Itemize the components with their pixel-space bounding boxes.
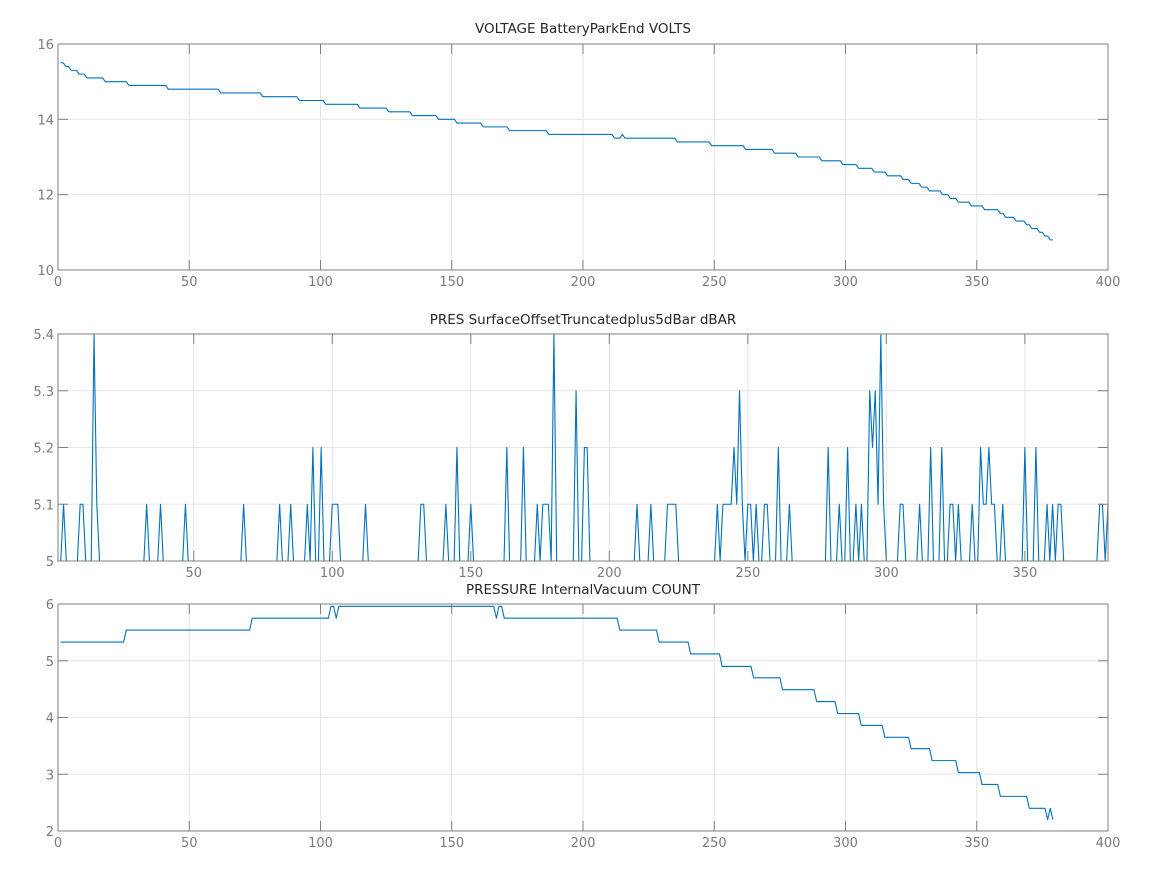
y-tick-label: 6 <box>46 598 54 613</box>
y-tick-label: 4 <box>46 712 54 727</box>
x-tick-label: 0 <box>54 836 62 851</box>
x-tick-label: 50 <box>181 275 198 290</box>
y-tick-label: 5 <box>46 555 54 570</box>
x-tick-label: 150 <box>439 275 464 290</box>
x-tick-label: 0 <box>54 275 62 290</box>
y-tick-label: 16 <box>37 38 54 53</box>
x-tick-label: 300 <box>874 566 899 581</box>
y-tick-label: 10 <box>37 264 54 279</box>
y-tick-label: 5.3 <box>33 385 54 400</box>
x-tick-label: 100 <box>308 836 333 851</box>
x-tick-label: 250 <box>702 275 727 290</box>
y-tick-label: 14 <box>37 113 54 128</box>
x-tick-label: 50 <box>185 566 202 581</box>
x-tick-label: 350 <box>1012 566 1037 581</box>
y-tick-label: 5.4 <box>33 328 54 343</box>
x-tick-label: 100 <box>320 566 345 581</box>
subplot-voltage: VOLTAGE BatteryParkEnd VOLTS 0 50 100 150 20… <box>37 21 1120 290</box>
x-tick-label: 100 <box>308 275 333 290</box>
x-tick-label: 50 <box>181 836 198 851</box>
y-tick-label: 2 <box>46 825 54 840</box>
x-tick-label: 350 <box>964 836 989 851</box>
x-tick-label: 200 <box>571 836 596 851</box>
x-tick-label: 250 <box>735 566 760 581</box>
x-tick-label: 150 <box>439 836 464 851</box>
x-tick-label: 350 <box>964 275 989 290</box>
data-series-line <box>60 62 1053 241</box>
y-tick-label: 12 <box>37 189 54 204</box>
subplot-surface-pressure: PRES SurfaceOffsetTruncatedplus5dBar dBA… <box>33 312 1109 581</box>
y-tick-label: 5.1 <box>33 498 54 513</box>
x-tick-label: 300 <box>833 836 858 851</box>
y-tick-label: 3 <box>46 768 54 783</box>
y-tick-label: 5 <box>46 655 54 670</box>
x-tick-label: 400 <box>1096 275 1121 290</box>
subplot-internal-vacuum: PRESSURE InternalVacuum COUNT 0 50 100 150 2… <box>46 582 1121 851</box>
x-tick-label: 300 <box>833 275 858 290</box>
y-tick-label: 5.2 <box>33 442 54 457</box>
x-tick-label: 150 <box>458 566 483 581</box>
subplot-title: VOLTAGE BatteryParkEnd VOLTS <box>475 21 691 37</box>
subplot-title: PRESSURE InternalVacuum COUNT <box>466 582 701 598</box>
data-series-line <box>60 605 1054 821</box>
x-tick-label: 200 <box>571 275 596 290</box>
x-tick-label: 250 <box>702 836 727 851</box>
x-tick-label: 200 <box>597 566 622 581</box>
x-tick-label: 400 <box>1096 836 1121 851</box>
subplot-title: PRES SurfaceOffsetTruncatedplus5dBar dBA… <box>430 312 737 328</box>
